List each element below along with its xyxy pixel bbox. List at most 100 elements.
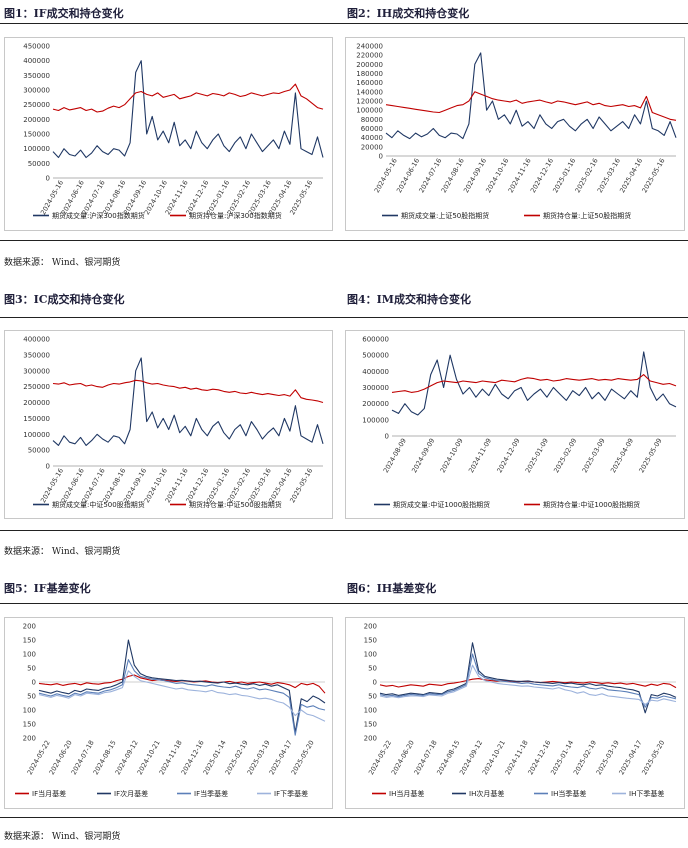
series-line <box>38 670 326 722</box>
y-tick-label: 0 <box>373 679 377 687</box>
figure-4-title: 图4：IM成交和持仓变化 <box>347 293 471 306</box>
legend-label: 期货持仓量:沪深300指数期货 <box>189 211 282 220</box>
y-tick-label: 160000 <box>356 79 383 87</box>
y-tick-label: 300000 <box>362 384 389 392</box>
title-rule-3 <box>0 603 688 604</box>
y-tick-label: 200 <box>23 623 36 631</box>
x-tick-label: 2024-05-22 <box>367 739 393 776</box>
title-rule-2 <box>0 317 688 318</box>
y-tick-label: 300000 <box>23 87 50 95</box>
y-tick-label: 0 <box>32 679 36 687</box>
series-line <box>52 379 324 404</box>
y-tick-label: 240000 <box>356 43 383 51</box>
y-tick-label: 100000 <box>23 431 50 439</box>
x-tick-label: 2024-10-09 <box>439 437 465 474</box>
source-note-3: 数据来源： Wind、银河期货 <box>4 832 121 842</box>
y-tick-label: 100 <box>364 707 377 715</box>
x-tick-label: 2025-05-20 <box>640 739 666 776</box>
y-tick-label: 0 <box>379 153 383 161</box>
x-tick-label: 2024-10-21 <box>481 739 507 776</box>
y-tick-label: 200 <box>23 735 36 743</box>
y-tick-label: 200 <box>364 735 377 743</box>
figure-3-title: 图3：IC成交和持仓变化 <box>4 293 125 306</box>
figure-6-title: 图6：IH基差变化 <box>347 582 437 595</box>
x-tick-label: 2024-11-09 <box>467 437 493 474</box>
series-line <box>391 351 677 416</box>
chart-box-5: 200 150 100 50 0 50 100 150 200 2024-05-22 2024-06… <box>4 617 333 809</box>
x-tick-label: 2025-01-14 <box>549 739 575 776</box>
legend-label: IF下季基差 <box>274 789 308 798</box>
x-tick-label: 2025-04-17 <box>617 739 643 776</box>
y-tick-label: 80000 <box>361 116 383 124</box>
y-tick-label: 200000 <box>23 399 50 407</box>
source-note-1: 数据来源： Wind、银河期货 <box>4 258 121 268</box>
y-tick-label: 60000 <box>361 125 383 133</box>
y-tick-label: 100000 <box>362 416 389 424</box>
chart-ih-volume-oi: 0200004000060000800001000001200001400001… <box>356 43 677 220</box>
y-tick-label: 350000 <box>23 72 50 80</box>
chart-im-volume-oi: 0 100000 200000 300000 400000 500000 600000 202… <box>362 336 677 509</box>
series-line <box>379 642 677 714</box>
y-tick-label: 400000 <box>362 368 389 376</box>
legend-label: 期货成交量:上证50股指期货 <box>401 211 489 220</box>
y-tick-label: 500000 <box>362 352 389 360</box>
chart-box-2: 0 20000 40000 60000 80000 100000 120000 140000 1… <box>345 37 685 231</box>
bottom-rule-1 <box>0 240 688 241</box>
x-tick-label: 2025-02-19 <box>572 739 598 776</box>
y-tick-label: 350000 <box>23 351 50 359</box>
y-tick-label: 100 <box>23 707 36 715</box>
legend-label: IF当季基差 <box>194 789 228 798</box>
bottom-rule-2 <box>0 530 688 531</box>
series-line <box>38 659 326 736</box>
x-tick-label: 2025-03-09 <box>581 437 607 474</box>
y-tick-label: 150 <box>23 721 36 729</box>
y-tick-label: 150000 <box>23 131 50 139</box>
x-tick-label: 2025-04-09 <box>609 437 635 474</box>
x-tick-label: 2025-05-16 <box>640 157 666 194</box>
x-tick-label: 2025-05-09 <box>637 437 663 474</box>
y-tick-label: 220000 <box>356 52 383 60</box>
x-tick-label: 2024-07-18 <box>413 739 439 776</box>
x-tick-label: 2024-09-12 <box>458 739 484 776</box>
x-tick-label: 2025-05-20 <box>290 739 316 776</box>
y-tick-label: 400000 <box>23 57 50 65</box>
x-tick-label: 2025-01-09 <box>524 437 550 474</box>
title-rule-1 <box>0 23 688 24</box>
y-tick-label: 0 <box>46 175 50 183</box>
x-tick-label: 2024-08-09 <box>382 437 408 474</box>
x-tick-label: 2024-12-16 <box>526 739 552 776</box>
y-tick-label: 150 <box>23 637 36 645</box>
chart-ic-volume-oi: 0 50000 100000 150000 200000 250000 300000 3500… <box>23 336 324 509</box>
y-tick-label: 150 <box>364 721 377 729</box>
x-tick-label: 2024-12-09 <box>495 437 521 474</box>
series-line <box>52 83 324 113</box>
y-tick-label: 50 <box>27 693 36 701</box>
series-line <box>38 674 326 694</box>
y-tick-label: 200 <box>364 623 377 631</box>
x-tick-label: 2024-06-20 <box>390 739 416 776</box>
y-tick-label: 0 <box>385 433 389 441</box>
legend-label: IF当月基差 <box>32 789 66 798</box>
y-tick-label: 40000 <box>361 134 383 142</box>
y-tick-label: 150000 <box>23 415 50 423</box>
series-line <box>52 357 324 446</box>
y-tick-label: 120000 <box>356 98 383 106</box>
legend-label: IH下季基差 <box>629 789 664 798</box>
legend-label: 期货持仓量:上证50股指期货 <box>543 211 631 220</box>
y-tick-label: 200000 <box>362 400 389 408</box>
x-tick-label: 2025-02-09 <box>552 437 578 474</box>
series-line <box>385 91 677 121</box>
chart-box-4: 0 100000 200000 300000 400000 500000 600000 202… <box>345 330 685 519</box>
y-tick-label: 250000 <box>23 383 50 391</box>
legend-label: 期货成交量:沪深300指数期货 <box>52 211 145 220</box>
x-tick-label: 2024-08-15 <box>435 739 461 776</box>
y-tick-label: 100000 <box>356 107 383 115</box>
y-tick-label: 100 <box>23 651 36 659</box>
chart-if-volume-oi: 0 50000 100000 150000 200000 250000 300000 3500… <box>23 43 324 220</box>
chart-box-3: 0 50000 100000 150000 200000 250000 300000 3500… <box>4 330 333 519</box>
y-tick-label: 50000 <box>28 447 50 455</box>
x-tick-label: 2024-09-09 <box>410 437 436 474</box>
series-line <box>379 653 677 708</box>
y-tick-label: 600000 <box>362 336 389 344</box>
series-line <box>52 60 324 159</box>
